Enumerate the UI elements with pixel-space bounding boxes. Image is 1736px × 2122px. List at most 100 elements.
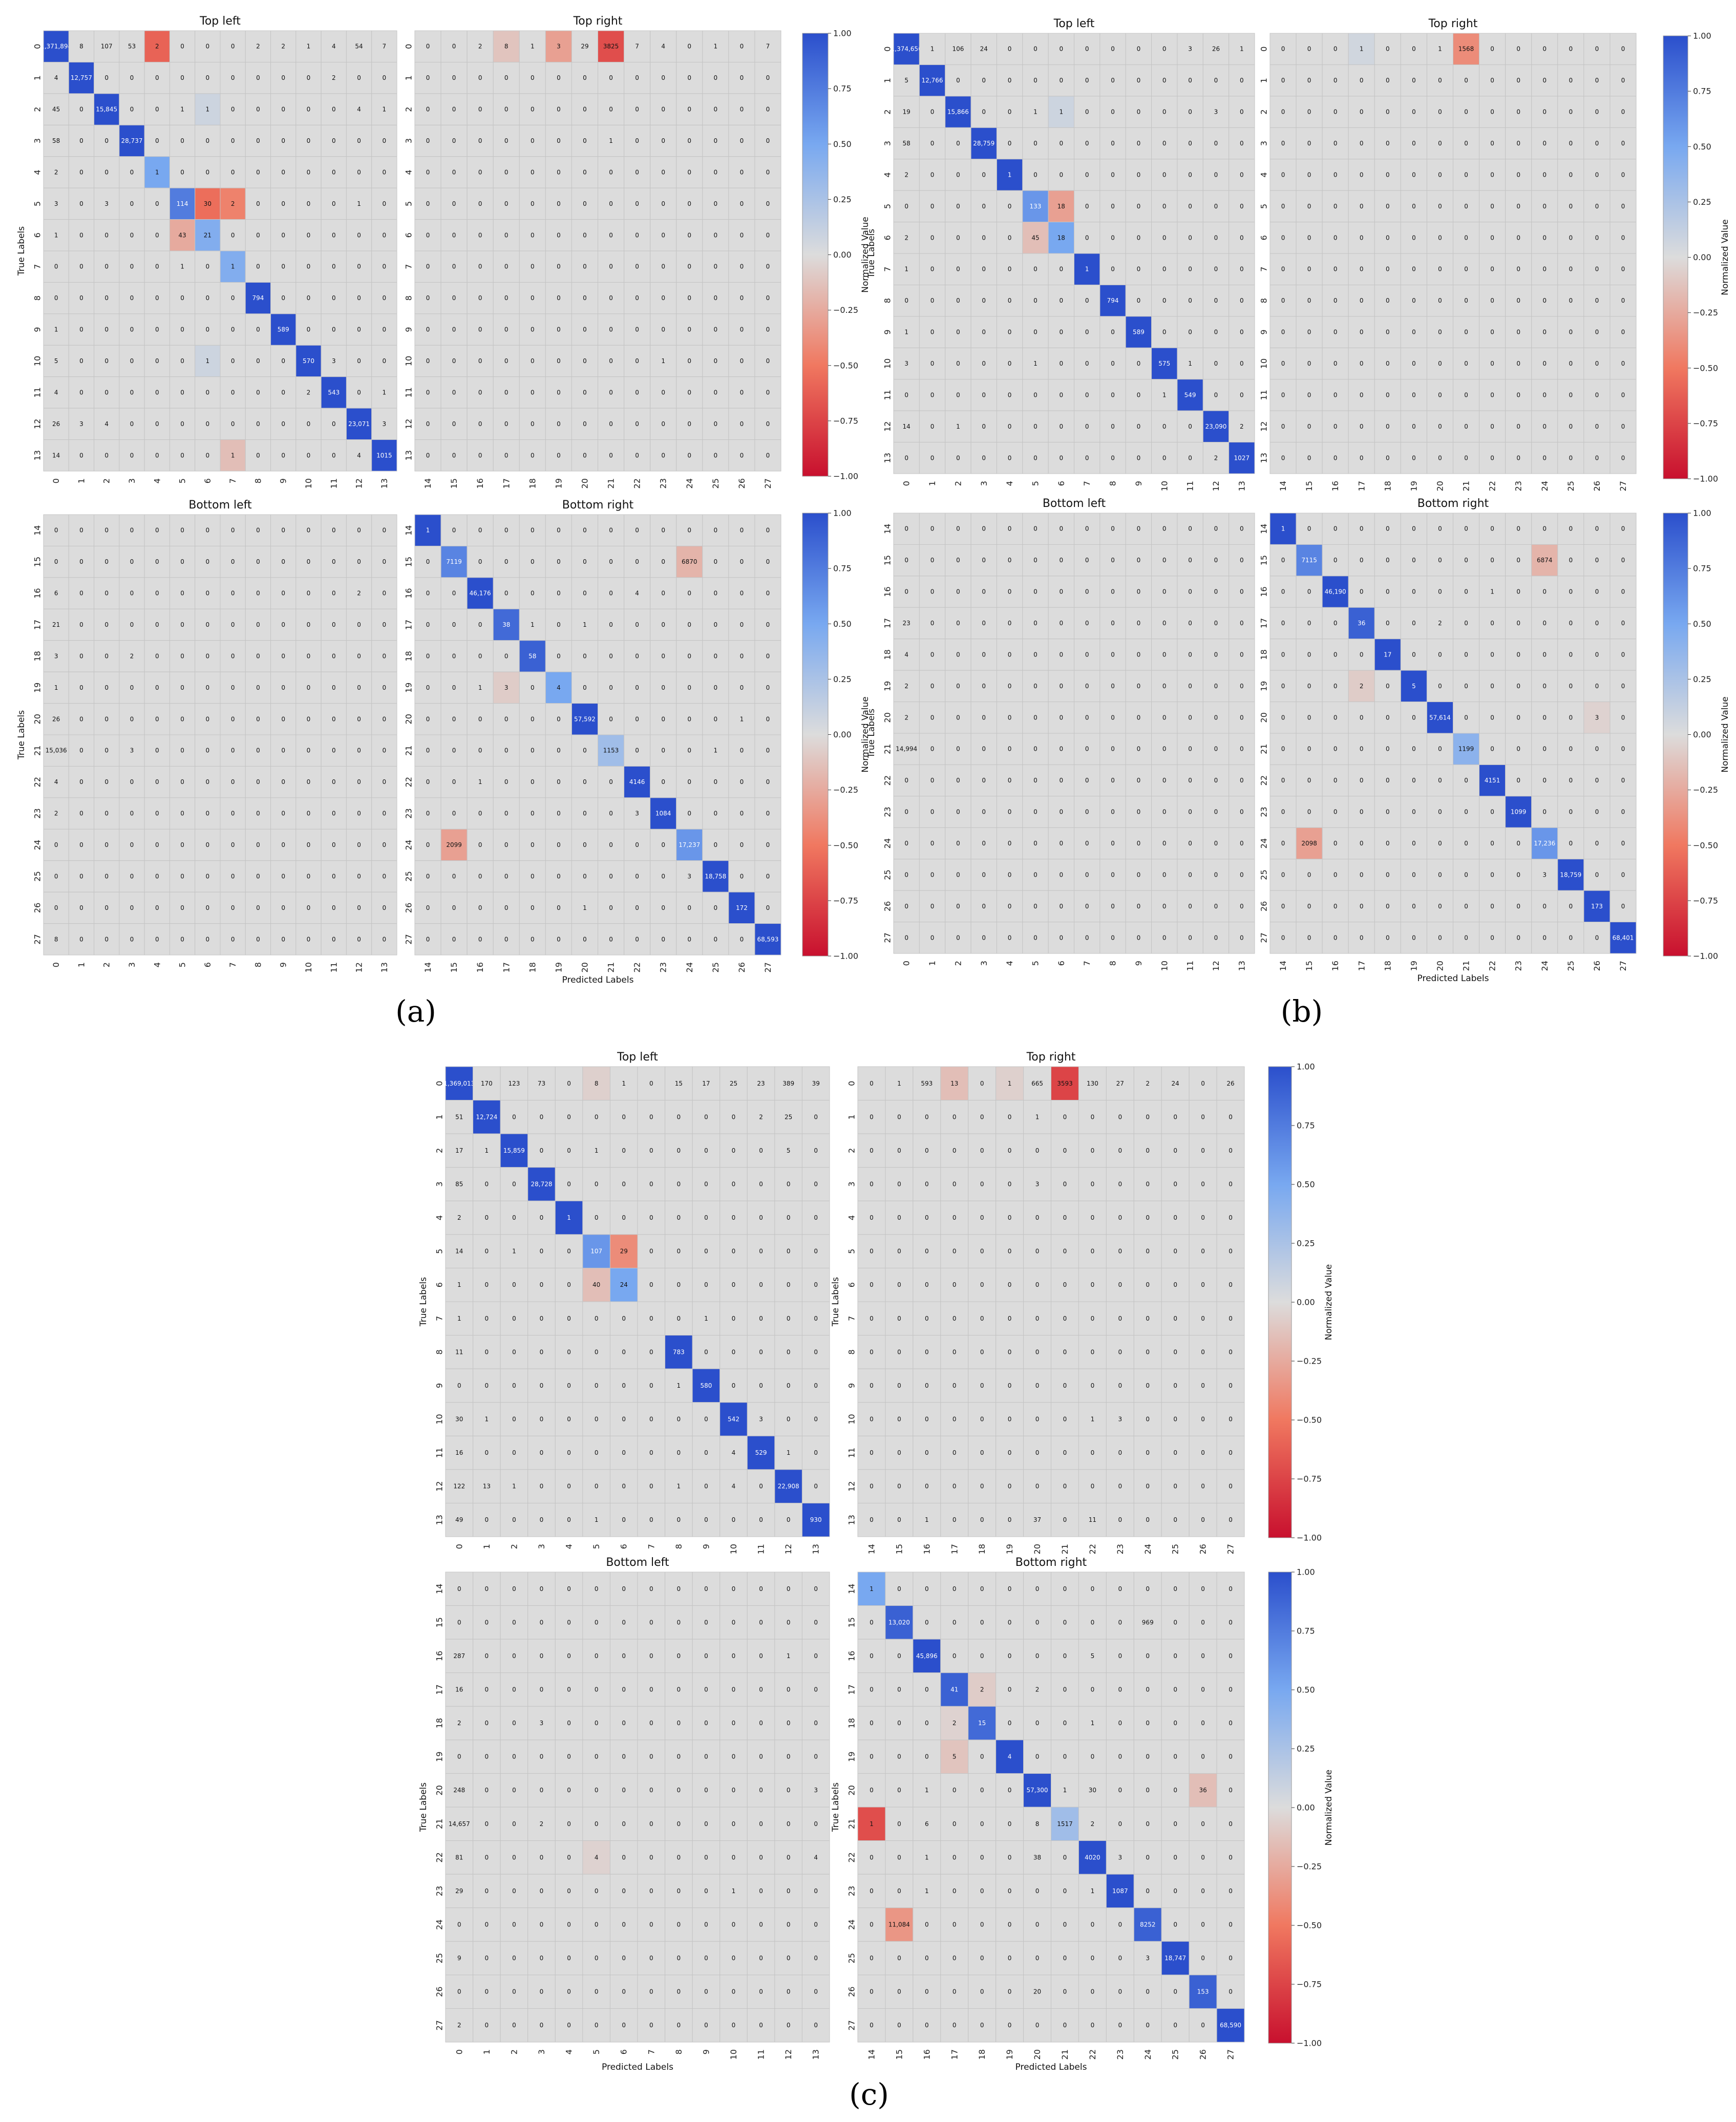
cell-value-f0-p2-r8-c8: 0 bbox=[256, 778, 260, 786]
cell-value-f2-p2-r2-c8: 0 bbox=[677, 1652, 681, 1660]
heatmap-cell-f0-p0-r4-c1 bbox=[68, 156, 95, 188]
cell-value-f1-p0-r9-c11: 0 bbox=[1188, 329, 1192, 336]
cell-value-f0-p3-r10-c7: 0 bbox=[609, 841, 613, 848]
cell-value-f2-p1-r10-c4: 0 bbox=[980, 1416, 984, 1423]
x-tick-f2-p0-4: 4 bbox=[564, 1544, 574, 1549]
heatmap-cell-f0-p2-r0-c13 bbox=[371, 514, 397, 546]
cell-value-f2-p2-r4-c0: 2 bbox=[457, 1720, 461, 1727]
cell-value-f0-p0-r2-c12: 4 bbox=[357, 106, 361, 113]
cell-value-f2-p0-r4-c2: 0 bbox=[512, 1214, 516, 1221]
heatmap-cell-f0-p2-r11-c8 bbox=[245, 860, 271, 893]
y-tick-f0-p0-8: 8 bbox=[33, 295, 43, 301]
cell-value-f1-p1-r6-c7: 0 bbox=[1464, 234, 1468, 241]
cell-value-f2-p3-r5-c8: 0 bbox=[1091, 1753, 1095, 1760]
cell-value-f1-p3-r4-c12: 0 bbox=[1595, 651, 1599, 658]
cell-value-f0-p2-r5-c0: 1 bbox=[54, 684, 58, 691]
heatmap-cell-f0-p1-r3-c2 bbox=[467, 124, 494, 157]
cell-value-f2-p0-r11-c5: 0 bbox=[595, 1449, 599, 1456]
y-tick-f1-p3-1: 15 bbox=[1259, 555, 1269, 565]
x-tick-f1-p2-3: 3 bbox=[979, 961, 989, 966]
x-tick-f0-p3-9: 23 bbox=[659, 962, 668, 972]
cell-value-f2-p3-r2-c10: 0 bbox=[1146, 1652, 1150, 1660]
cell-value-f2-p3-r4-c12: 0 bbox=[1201, 1720, 1205, 1727]
cell-value-f2-p1-r10-c6: 0 bbox=[1035, 1416, 1040, 1423]
cell-value-f2-p2-r11-c5: 0 bbox=[595, 1955, 599, 1962]
cell-value-f2-p0-r1-c13: 0 bbox=[814, 1113, 818, 1120]
cell-value-f0-p2-r3-c9: 0 bbox=[281, 621, 285, 628]
heatmap-cell-f0-p0-r13-c13 bbox=[371, 439, 397, 472]
cell-value-f2-p0-r8-c4: 0 bbox=[567, 1348, 571, 1355]
cell-value-f2-p1-r2-c0: 0 bbox=[870, 1147, 874, 1154]
cell-value-f2-p2-r12-c13: 0 bbox=[814, 1988, 818, 1996]
heatmap-cell-f0-p3-r0-c12 bbox=[728, 514, 755, 546]
cell-value-f0-p1-r3-c4: 0 bbox=[531, 137, 535, 144]
cell-value-f2-p1-r12-c1: 0 bbox=[897, 1483, 901, 1490]
cell-value-f2-p3-r5-c1: 0 bbox=[897, 1753, 901, 1760]
heatmap-cell-f0-p0-r9-c0 bbox=[43, 313, 69, 346]
cell-value-f1-p2-r2-c3: 0 bbox=[982, 588, 986, 596]
cell-value-f0-p3-r6-c4: 0 bbox=[531, 715, 535, 723]
cell-value-f0-p1-r4-c12: 0 bbox=[740, 168, 744, 176]
cell-value-f0-p3-r8-c4: 0 bbox=[531, 778, 535, 786]
heatmap-cell-f0-p0-r12-c1 bbox=[68, 408, 95, 440]
cell-value-f2-p0-r1-c9: 0 bbox=[704, 1113, 708, 1120]
cell-value-f1-p3-r10-c11: 0 bbox=[1569, 840, 1573, 847]
heatmap-cell-f0-p0-r2-c6 bbox=[195, 93, 221, 125]
cell-value-f2-p1-r13-c13: 0 bbox=[1229, 1516, 1233, 1523]
heatmap-cell-f0-p0-r11-c4 bbox=[144, 376, 170, 409]
cell-value-f2-p2-r9-c10: 1 bbox=[732, 1887, 736, 1895]
heatmap-cell-f0-p2-r9-c2 bbox=[94, 797, 120, 830]
cell-value-f2-p1-r0-c0: 0 bbox=[870, 1080, 874, 1087]
cell-value-f2-p0-r9-c11: 0 bbox=[759, 1382, 763, 1389]
cell-value-f1-p1-r2-c4: 0 bbox=[1386, 109, 1390, 116]
cell-value-f2-p2-r13-c6: 0 bbox=[622, 2022, 626, 2029]
cell-value-f2-p2-r13-c2: 0 bbox=[512, 2022, 516, 2029]
x-tick-f0-p2-4: 4 bbox=[152, 962, 162, 967]
cell-value-f1-p0-r8-c13: 0 bbox=[1240, 297, 1244, 304]
cell-value-f1-p1-r2-c2: 0 bbox=[1333, 109, 1338, 116]
cell-value-f2-p3-r0-c7: 0 bbox=[1063, 1585, 1067, 1593]
cell-value-f2-p2-r8-c4: 0 bbox=[567, 1854, 571, 1861]
y-tick-f0-p2-12: 26 bbox=[33, 903, 43, 913]
cell-value-f1-p2-r2-c5: 0 bbox=[1033, 588, 1038, 596]
colorbar-tick-f0-0-2: 0.50 bbox=[833, 139, 852, 149]
y-tick-f2-p2-2: 16 bbox=[435, 1651, 444, 1661]
cell-value-f2-p2-r5-c4: 0 bbox=[567, 1753, 571, 1760]
cell-value-f0-p1-r10-c2: 0 bbox=[478, 357, 482, 365]
heatmap-cell-f0-p0-r7-c4 bbox=[144, 250, 170, 283]
heatmap-cell-f0-p1-r1-c11 bbox=[702, 61, 729, 94]
cell-value-f0-p1-r2-c4: 0 bbox=[531, 106, 535, 113]
cell-value-f2-p3-r1-c4: 0 bbox=[980, 1619, 984, 1626]
cell-value-f0-p1-r12-c1: 0 bbox=[452, 420, 456, 428]
cell-value-f1-p3-r13-c7: 0 bbox=[1464, 934, 1468, 941]
cell-value-f1-p2-r5-c6: 0 bbox=[1060, 683, 1064, 690]
y-tick-f0-p0-13: 13 bbox=[33, 450, 43, 460]
y-tick-f1-p1-11: 11 bbox=[1259, 390, 1269, 400]
cell-value-f2-p0-r6-c5: 40 bbox=[592, 1281, 600, 1288]
y-tick-f0-p1-10: 10 bbox=[404, 356, 414, 366]
cell-value-f0-p3-r2-c4: 0 bbox=[531, 590, 535, 597]
heatmap-cell-f0-p1-r7-c1 bbox=[440, 250, 468, 283]
cell-value-f2-p1-r1-c2: 0 bbox=[925, 1113, 929, 1120]
heatmap-cell-f0-p1-r12-c3 bbox=[493, 408, 520, 440]
x-tick-f1-p3-12: 26 bbox=[1592, 961, 1602, 971]
cell-value-f2-p1-r4-c11: 0 bbox=[1173, 1214, 1177, 1221]
cell-value-f0-p3-r4-c4: 58 bbox=[528, 652, 536, 660]
cell-value-f0-p2-r3-c11: 0 bbox=[332, 621, 336, 628]
cell-value-f2-p0-r1-c6: 0 bbox=[622, 1113, 626, 1120]
cell-value-f1-p0-r0-c11: 3 bbox=[1188, 46, 1192, 53]
cell-value-f1-p1-r7-c13: 0 bbox=[1621, 266, 1625, 273]
cell-value-f2-p1-r11-c4: 0 bbox=[980, 1449, 984, 1456]
cell-value-f1-p0-r5-c10: 0 bbox=[1162, 203, 1167, 210]
cell-value-f0-p1-r1-c9: 0 bbox=[661, 74, 665, 81]
cell-value-f0-p1-r9-c8: 0 bbox=[635, 326, 639, 333]
cell-value-f2-p3-r0-c6: 0 bbox=[1035, 1585, 1040, 1593]
cell-value-f2-p1-r1-c10: 0 bbox=[1146, 1113, 1150, 1120]
colorbar-tick-f0-1-8: −1.00 bbox=[833, 951, 858, 961]
cell-value-f1-p1-r0-c12: 0 bbox=[1595, 46, 1599, 53]
x-tick-f1-p0-3: 3 bbox=[979, 481, 989, 486]
cell-value-f2-p0-r4-c1: 0 bbox=[485, 1214, 489, 1221]
y-tick-f1-p2-12: 26 bbox=[883, 901, 893, 911]
cell-value-f1-p1-r5-c6: 0 bbox=[1438, 203, 1442, 210]
cell-value-f2-p3-r2-c8: 5 bbox=[1091, 1652, 1095, 1660]
